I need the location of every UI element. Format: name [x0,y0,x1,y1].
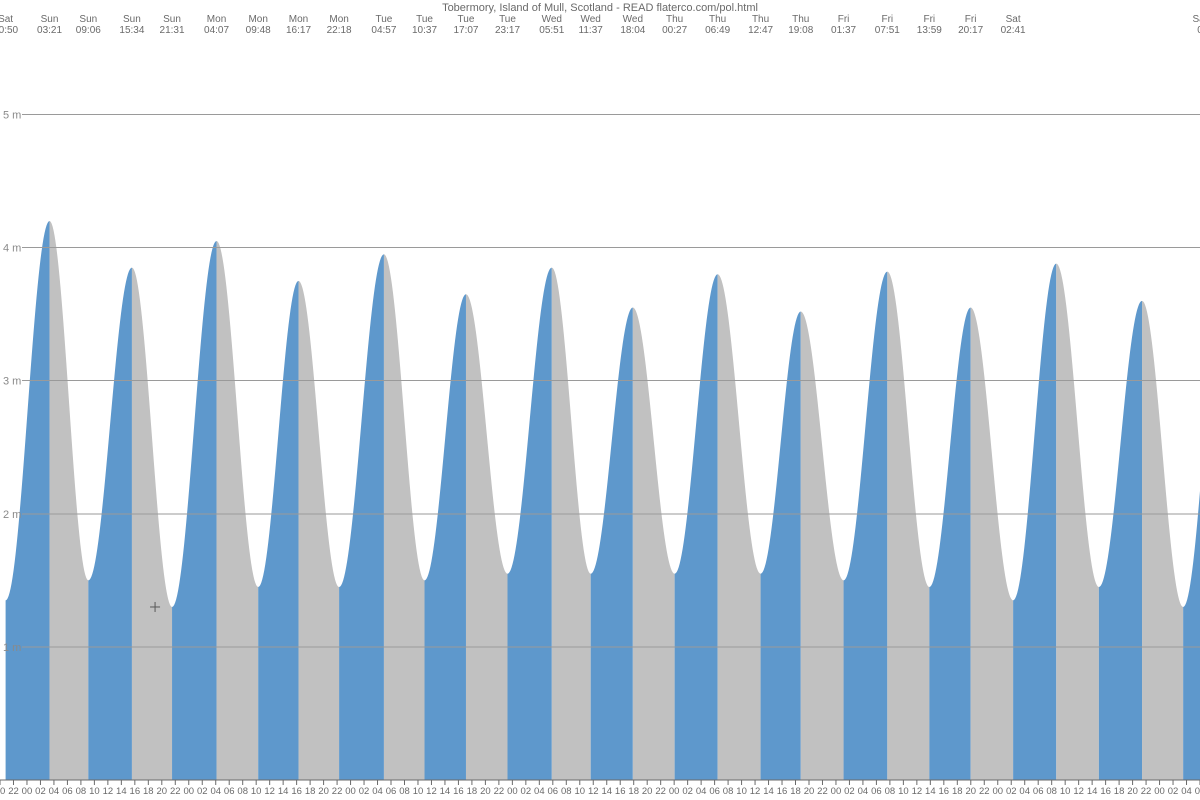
svg-text:22: 22 [655,786,666,797]
svg-text:16: 16 [291,786,302,797]
svg-text:22: 22 [817,786,828,797]
svg-text:4 m: 4 m [3,243,21,255]
svg-text:08: 08 [885,786,896,797]
svg-text:20: 20 [804,786,815,797]
svg-text:20: 20 [642,786,653,797]
svg-text:1 m: 1 m [3,642,21,654]
svg-text:22: 22 [494,786,505,797]
svg-text:18: 18 [952,786,963,797]
svg-text:08: 08 [76,786,87,797]
svg-text:02: 02 [1006,786,1017,797]
svg-text:18: 18 [790,786,801,797]
svg-text:04: 04 [1019,786,1030,797]
svg-text:12: 12 [912,786,923,797]
svg-text:10: 10 [89,786,100,797]
svg-text:12: 12 [750,786,761,797]
svg-text:5 m: 5 m [3,110,21,122]
svg-text:04: 04 [1181,786,1192,797]
svg-text:16: 16 [130,786,141,797]
svg-text:18: 18 [628,786,639,797]
svg-text:16: 16 [1100,786,1111,797]
svg-text:06: 06 [709,786,720,797]
svg-text:00: 00 [831,786,842,797]
svg-text:14: 14 [601,786,612,797]
svg-text:14: 14 [278,786,289,797]
svg-text:22: 22 [8,786,19,797]
svg-text:22: 22 [1141,786,1152,797]
svg-text:00: 00 [507,786,518,797]
svg-text:12: 12 [264,786,275,797]
chart-svg: 1 m2 m3 m4 m5 m2022000204060810121416182… [0,0,1200,800]
svg-text:08: 08 [237,786,248,797]
svg-text:16: 16 [777,786,788,797]
svg-text:14: 14 [763,786,774,797]
svg-text:04: 04 [210,786,221,797]
svg-text:3 m: 3 m [3,376,21,388]
svg-text:12: 12 [103,786,114,797]
svg-text:02: 02 [197,786,208,797]
tide-chart: Tobermory, Island of Mull, Scotland - RE… [0,0,1200,800]
tide-areas [6,221,1200,780]
svg-text:14: 14 [925,786,936,797]
svg-text:06: 06 [548,786,559,797]
svg-text:16: 16 [939,786,950,797]
svg-text:02: 02 [359,786,370,797]
svg-text:12: 12 [588,786,599,797]
svg-text:20: 20 [0,786,5,797]
svg-text:18: 18 [1114,786,1125,797]
svg-text:18: 18 [467,786,478,797]
svg-text:18: 18 [305,786,316,797]
svg-text:06: 06 [62,786,73,797]
svg-text:16: 16 [615,786,626,797]
svg-text:10: 10 [574,786,585,797]
x-axis-hours: 2022000204060810121416182022000204060810… [0,780,1200,797]
svg-text:10: 10 [736,786,747,797]
svg-text:16: 16 [453,786,464,797]
svg-text:10: 10 [251,786,262,797]
svg-text:14: 14 [116,786,127,797]
svg-text:22: 22 [979,786,990,797]
svg-text:06: 06 [1195,786,1200,797]
svg-text:14: 14 [1087,786,1098,797]
svg-text:04: 04 [534,786,545,797]
svg-text:12: 12 [1073,786,1084,797]
svg-text:22: 22 [332,786,343,797]
svg-text:00: 00 [22,786,33,797]
svg-text:02: 02 [521,786,532,797]
svg-text:06: 06 [1033,786,1044,797]
svg-text:08: 08 [1046,786,1057,797]
svg-text:20: 20 [157,786,168,797]
svg-text:10: 10 [898,786,909,797]
svg-text:00: 00 [1154,786,1165,797]
svg-text:08: 08 [723,786,734,797]
svg-text:04: 04 [372,786,383,797]
svg-text:00: 00 [345,786,356,797]
svg-text:06: 06 [224,786,235,797]
svg-text:02: 02 [1168,786,1179,797]
svg-text:08: 08 [561,786,572,797]
svg-text:20: 20 [480,786,491,797]
svg-text:10: 10 [1060,786,1071,797]
svg-text:10: 10 [413,786,424,797]
svg-text:06: 06 [386,786,397,797]
svg-text:12: 12 [426,786,437,797]
svg-text:08: 08 [399,786,410,797]
svg-text:20: 20 [1127,786,1138,797]
svg-text:22: 22 [170,786,181,797]
svg-text:00: 00 [669,786,680,797]
svg-text:02: 02 [844,786,855,797]
svg-text:04: 04 [696,786,707,797]
svg-text:04: 04 [858,786,869,797]
svg-text:14: 14 [440,786,451,797]
svg-text:00: 00 [992,786,1003,797]
svg-text:06: 06 [871,786,882,797]
svg-text:02: 02 [35,786,46,797]
svg-text:20: 20 [318,786,329,797]
svg-text:04: 04 [49,786,60,797]
svg-text:02: 02 [682,786,693,797]
svg-text:2 m: 2 m [3,509,21,521]
svg-text:18: 18 [143,786,154,797]
svg-text:00: 00 [183,786,194,797]
svg-text:20: 20 [965,786,976,797]
